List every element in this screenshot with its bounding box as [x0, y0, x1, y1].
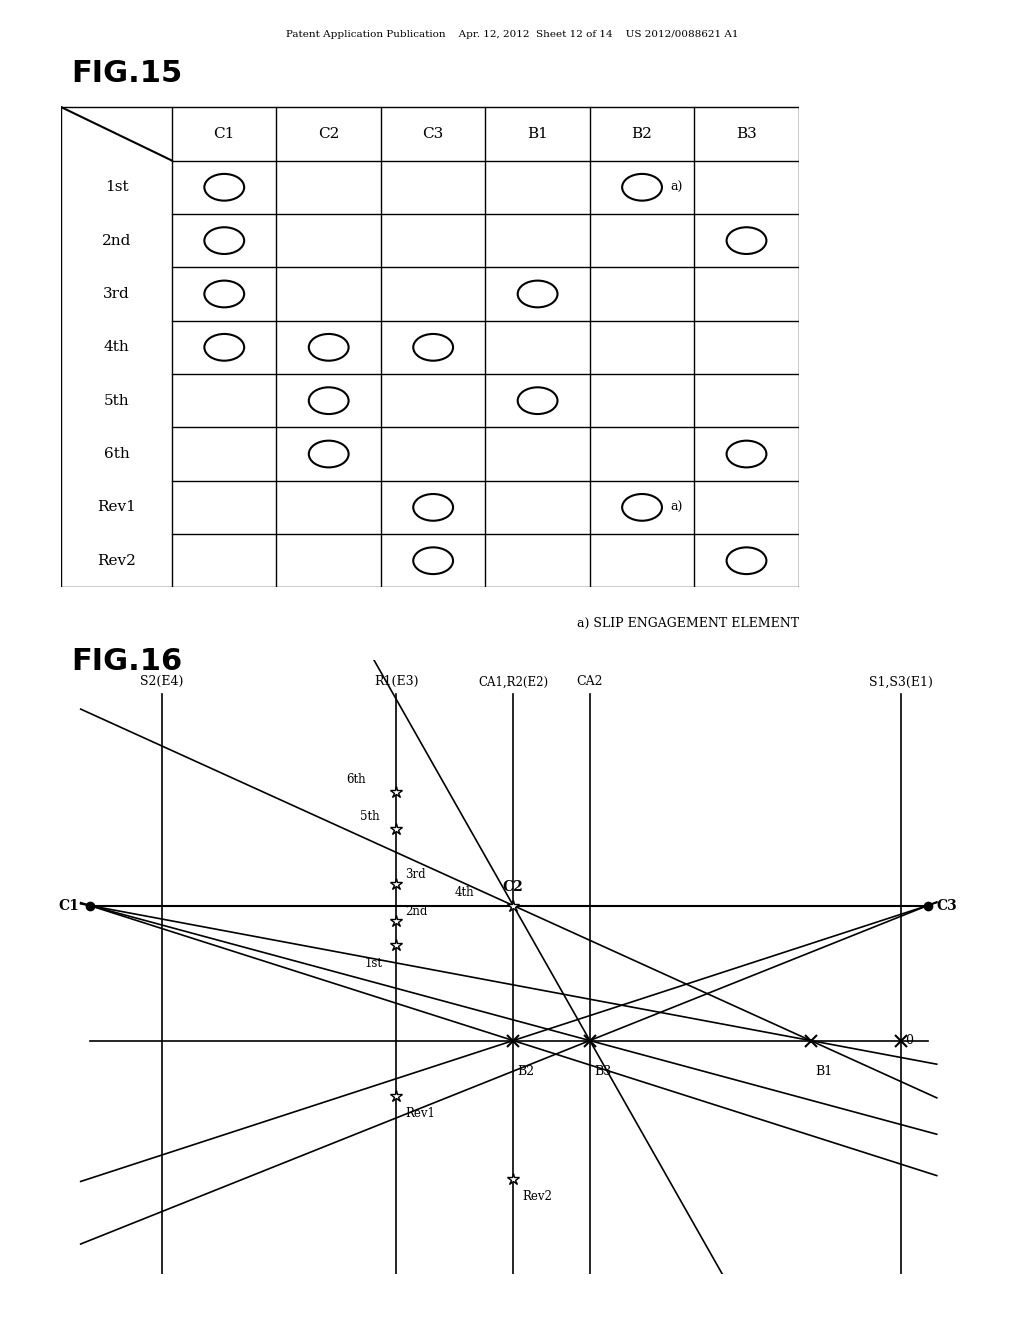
- Text: B1: B1: [527, 127, 548, 141]
- Text: C3: C3: [937, 899, 957, 912]
- Text: 5th: 5th: [360, 809, 380, 822]
- Text: Rev1: Rev1: [97, 500, 136, 515]
- Text: B3: B3: [594, 1065, 611, 1078]
- Text: S2(E4): S2(E4): [140, 676, 183, 688]
- Text: 4th: 4th: [455, 887, 474, 899]
- Text: Rev2: Rev2: [522, 1191, 552, 1204]
- Text: C3: C3: [423, 127, 443, 141]
- Text: Patent Application Publication    Apr. 12, 2012  Sheet 12 of 14    US 2012/00886: Patent Application Publication Apr. 12, …: [286, 30, 738, 40]
- Text: R1(E3): R1(E3): [374, 676, 419, 688]
- Text: 2nd: 2nd: [102, 234, 131, 248]
- Text: FIG.16: FIG.16: [72, 647, 183, 676]
- Text: CA2: CA2: [577, 676, 603, 688]
- Text: C1: C1: [58, 899, 79, 912]
- Text: 6th: 6th: [103, 447, 130, 461]
- Text: 1st: 1st: [365, 957, 383, 970]
- Text: Rev2: Rev2: [97, 553, 136, 568]
- Text: FIG.15: FIG.15: [72, 59, 183, 88]
- Text: a): a): [670, 181, 682, 194]
- Text: 6th: 6th: [346, 772, 367, 785]
- Text: 3rd: 3rd: [103, 286, 130, 301]
- Text: 5th: 5th: [103, 393, 130, 408]
- Text: C1: C1: [214, 127, 234, 141]
- Text: CA1,R2(E2): CA1,R2(E2): [478, 676, 548, 688]
- Text: B2: B2: [632, 127, 652, 141]
- Text: a) SLIP ENGAGEMENT ELEMENT: a) SLIP ENGAGEMENT ELEMENT: [577, 618, 799, 630]
- Text: C2: C2: [503, 880, 523, 895]
- Text: 1st: 1st: [104, 181, 129, 194]
- Text: 3rd: 3rd: [406, 869, 426, 880]
- Text: Rev1: Rev1: [406, 1107, 435, 1121]
- Text: B1: B1: [815, 1065, 833, 1078]
- Text: 2nd: 2nd: [406, 904, 427, 917]
- Text: 0: 0: [905, 1034, 913, 1047]
- Text: S1,S3(E1): S1,S3(E1): [868, 676, 933, 688]
- Text: B3: B3: [736, 127, 757, 141]
- Text: B2: B2: [518, 1065, 535, 1078]
- Text: C2: C2: [318, 127, 339, 141]
- Text: 4th: 4th: [103, 341, 130, 354]
- Text: a): a): [670, 500, 682, 513]
